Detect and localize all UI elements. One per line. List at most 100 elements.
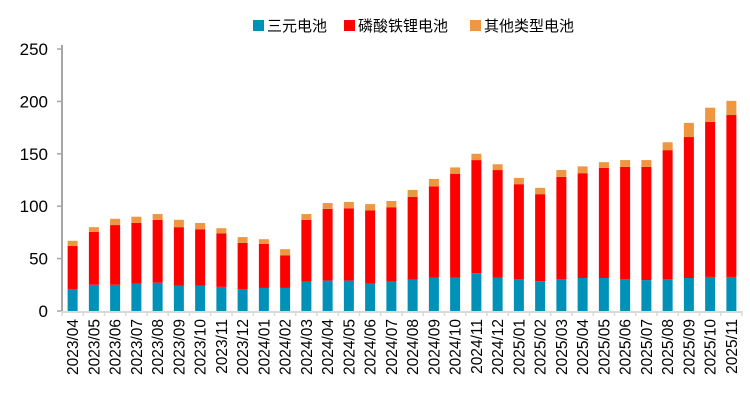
bar-segment-other	[620, 160, 631, 167]
bar-segment-ternary	[216, 286, 227, 311]
x-tick-label: 2024/03	[299, 319, 316, 375]
x-tick-label: 2024/07	[384, 319, 401, 375]
bar-segment-lfp	[450, 173, 461, 278]
x-tick-label: 2023/09	[171, 319, 188, 375]
x-tick-label: 2025/03	[554, 319, 571, 375]
x-tick-label: 2023/04	[65, 319, 82, 375]
bar-segment-other	[450, 167, 461, 174]
bar-segment-other	[131, 216, 142, 223]
x-tick-label: 2023/11	[214, 319, 231, 374]
bar-segment-lfp	[110, 225, 121, 285]
bar-segment-lfp	[598, 167, 609, 278]
bar-segment-other	[88, 227, 99, 232]
bar-segment-ternary	[67, 288, 78, 311]
x-tick-label: 2025/05	[596, 319, 613, 375]
bar-segment-ternary	[620, 279, 631, 311]
legend-label: 其他类型电池	[484, 18, 574, 35]
x-tick-label: 2024/04	[320, 319, 337, 375]
x-tick-label: 2025/02	[533, 319, 550, 375]
bar-segment-ternary	[280, 287, 291, 311]
x-tick-label: 2025/11	[724, 319, 741, 374]
bar-segment-ternary	[513, 279, 524, 311]
bar-segment-lfp	[301, 219, 312, 282]
bar-segment-ternary	[110, 284, 121, 311]
bar-segment-lfp	[726, 115, 737, 277]
bar-segment-lfp	[280, 255, 291, 288]
bar-segment-other	[428, 178, 439, 187]
x-tick-label: 2023/10	[193, 319, 210, 375]
bar-segment-other	[67, 240, 78, 247]
bar-segment-other	[195, 222, 206, 230]
bar-segment-lfp	[556, 176, 567, 280]
bar-segment-ternary	[471, 273, 482, 311]
legend-swatch	[344, 20, 355, 31]
bar-segment-lfp	[641, 166, 652, 281]
bar-segment-ternary	[492, 277, 503, 311]
x-tick-label: 2023/07	[129, 319, 146, 375]
bar-segment-other	[216, 228, 227, 234]
bar-segment-ternary	[428, 277, 439, 311]
bar-segment-other	[280, 249, 291, 256]
bar-segment-other	[386, 200, 397, 208]
bar-segment-lfp	[386, 207, 397, 282]
x-tick-label: 2024/12	[490, 319, 507, 375]
y-axis: 0 50 100 150 200 250	[20, 40, 63, 321]
bar-segment-lfp	[407, 196, 418, 280]
bar-segment-lfp	[237, 242, 248, 289]
bar-segment-ternary	[88, 284, 99, 311]
bar-segment-ternary	[705, 276, 716, 311]
bar-segment-ternary	[152, 282, 163, 311]
bar-segment-ternary	[173, 285, 184, 311]
x-tick-label: 2023/08	[150, 319, 167, 375]
bar-segment-lfp	[173, 227, 184, 286]
bar-segment-ternary	[556, 279, 567, 311]
x-tick-label: 2024/02	[278, 319, 295, 375]
x-tick-label: 2025/09	[681, 319, 698, 375]
bar-segment-lfp	[577, 173, 588, 278]
y-tick-label: 0	[39, 302, 48, 321]
bar-segment-ternary	[450, 277, 461, 311]
bar-segment-lfp	[365, 210, 376, 284]
bar-segment-other	[301, 214, 312, 220]
bar-segment-lfp	[683, 137, 694, 278]
bar-segment-ternary	[131, 283, 142, 311]
bar-segment-ternary	[365, 283, 376, 311]
bar-segment-other	[322, 203, 333, 209]
legend-swatch	[253, 20, 264, 31]
bar-segment-other	[365, 204, 376, 211]
bar-segment-other	[110, 218, 121, 226]
bar-segment-other	[343, 202, 354, 209]
bar-segment-lfp	[513, 184, 524, 280]
y-tick-label: 100	[20, 197, 48, 216]
bars	[67, 100, 737, 311]
bar-segment-other	[258, 239, 269, 244]
x-tick-label: 2024/06	[363, 319, 380, 375]
y-tick-label: 200	[20, 92, 48, 111]
bar-segment-other	[173, 219, 184, 228]
x-tick-label: 2024/09	[426, 319, 443, 375]
x-tick-label: 2023/06	[108, 319, 125, 375]
legend: 三元电池 磷酸铁锂电池 其他类型电池	[253, 18, 574, 35]
x-axis: 2023/04 2023/05 2023/06 2023/07 2023/08 2023/…	[61, 311, 743, 375]
bar-segment-other	[598, 162, 609, 168]
bar-segment-lfp	[471, 160, 482, 274]
bar-segment-ternary	[407, 279, 418, 311]
bar-segment-ternary	[683, 277, 694, 311]
y-tick-label: 250	[20, 40, 48, 59]
bar-segment-ternary	[195, 285, 206, 311]
bar-segment-lfp	[428, 186, 439, 278]
x-tick-label: 2024/11	[469, 319, 486, 374]
bar-segment-lfp	[705, 121, 716, 277]
bar-segment-ternary	[301, 281, 312, 311]
bar-segment-ternary	[386, 281, 397, 311]
x-tick-label: 2025/07	[639, 319, 656, 375]
x-tick-label: 2025/08	[660, 319, 677, 375]
bar-segment-ternary	[662, 279, 673, 311]
bar-segment-other	[535, 187, 546, 195]
x-tick-label: 2024/01	[256, 319, 273, 375]
x-tick-label: 2025/01	[511, 319, 528, 375]
x-tick-label: 2024/10	[448, 319, 465, 375]
x-tick-label: 2024/05	[341, 319, 358, 375]
bar-segment-other	[513, 177, 524, 185]
bar-segment-ternary	[726, 276, 737, 311]
